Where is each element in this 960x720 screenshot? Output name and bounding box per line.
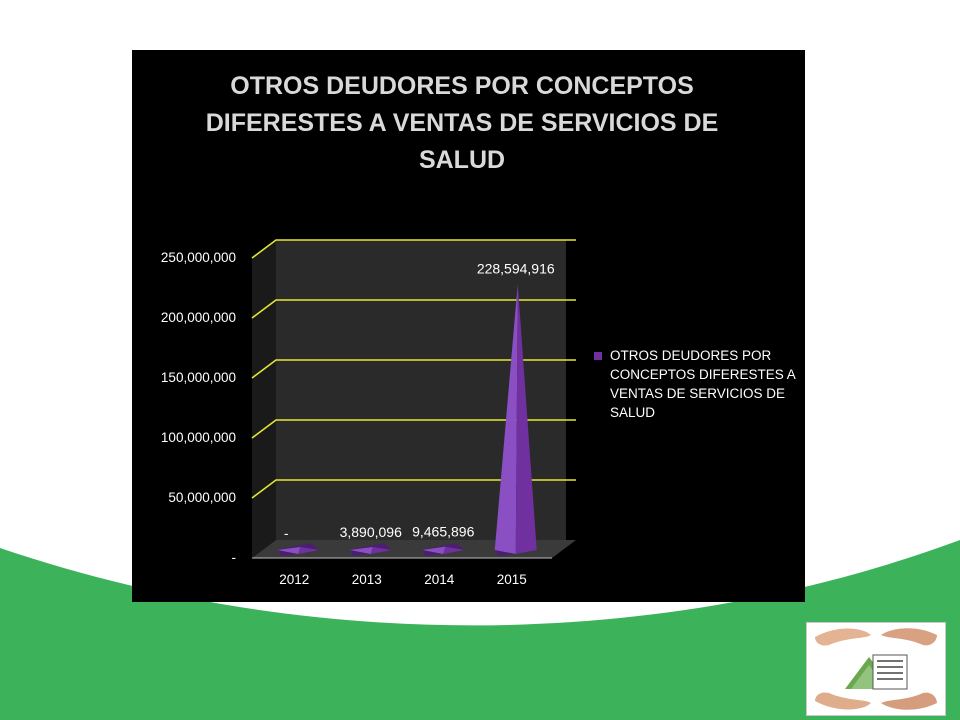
bar-cone-right	[443, 546, 465, 554]
x-tick-label: 2012	[279, 572, 309, 587]
chart-side-wall	[252, 240, 276, 558]
hospital-logo	[806, 622, 946, 716]
bar-cone-left	[349, 547, 373, 554]
y-tick-label: -	[232, 550, 237, 565]
chart-floor	[252, 540, 576, 558]
gridline	[251, 359, 576, 379]
bar-cone-right	[370, 547, 392, 554]
y-tick-label: 50,000,000	[168, 490, 236, 505]
y-tick-label: 100,000,000	[161, 430, 236, 445]
x-tick-label: 2013	[352, 572, 382, 587]
y-tick-label: 200,000,000	[161, 310, 236, 325]
data-label: 3,890,096	[340, 524, 402, 540]
data-label: 9,465,896	[412, 524, 474, 540]
chart-back-wall	[276, 240, 566, 540]
bar-cone-left	[494, 283, 518, 554]
bar-cone-left	[422, 546, 446, 554]
chart-panel: OTROS DEUDORES POR CONCEPTOS DIFERESTES …	[132, 50, 805, 602]
green-wave-band	[0, 540, 960, 720]
gridline	[251, 419, 576, 439]
bar-cone-left	[277, 547, 301, 554]
data-label: -	[284, 525, 289, 541]
bar-cone-right	[515, 283, 537, 554]
data-label: 228,594,916	[477, 261, 555, 277]
legend-label: OTROS DEUDORES POR CONCEPTOS DIFERESTES …	[610, 348, 796, 420]
chart-title: OTROS DEUDORES POR CONCEPTOS DIFERESTES …	[205, 72, 719, 174]
x-tick-label: 2015	[497, 572, 527, 587]
legend-marker	[594, 352, 602, 360]
chart-plot: - 50,000,000 100,000,000 150,000,000 200,000…	[161, 239, 576, 587]
gridline	[251, 299, 576, 319]
y-tick-label: 250,000,000	[161, 250, 236, 265]
gridline	[251, 479, 576, 499]
gridline	[251, 239, 576, 259]
hands-house-logo-icon	[807, 623, 945, 715]
y-tick-label: 150,000,000	[161, 370, 236, 385]
bar-cone-right	[298, 547, 320, 554]
x-tick-label: 2014	[424, 572, 455, 587]
